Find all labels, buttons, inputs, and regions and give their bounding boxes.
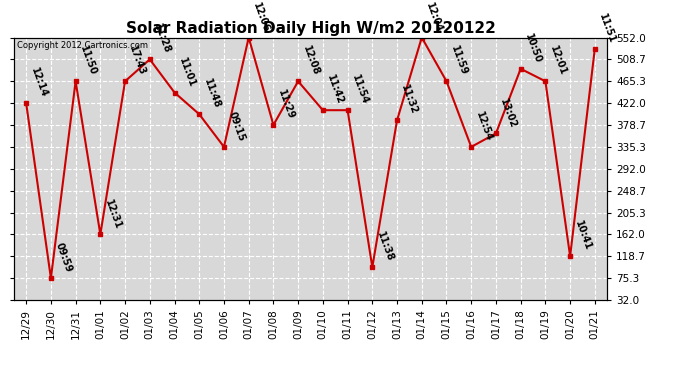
Text: 10:50: 10:50 [523,32,543,65]
Text: 12:04: 12:04 [424,1,444,33]
Text: 11:38: 11:38 [375,231,395,263]
Text: 12:31: 12:31 [103,198,123,230]
Text: 12:08: 12:08 [301,45,321,77]
Text: 11:51: 11:51 [598,12,618,45]
Text: 11:01: 11:01 [177,56,197,88]
Text: 17:43: 17:43 [128,45,148,77]
Text: 11:32: 11:32 [400,84,420,116]
Text: 11:28: 11:28 [152,22,172,56]
Text: Copyright 2012 Cartronics.com: Copyright 2012 Cartronics.com [17,42,148,51]
Text: 13:02: 13:02 [498,97,518,129]
Title: Solar Radiation Daily High W/m2 20120122: Solar Radiation Daily High W/m2 20120122 [126,21,495,36]
Text: 10:41: 10:41 [573,220,593,252]
Text: 09:59: 09:59 [53,242,73,274]
Text: 11:42: 11:42 [326,74,345,106]
Text: 11:50: 11:50 [78,45,98,77]
Text: 11:29: 11:29 [276,88,296,121]
Text: 09:15: 09:15 [226,110,246,143]
Text: 11:54: 11:54 [350,74,370,106]
Text: 12:54: 12:54 [474,110,493,143]
Text: 12:01: 12:01 [548,45,568,77]
Text: 12:06: 12:06 [251,1,271,33]
Text: 11:59: 11:59 [449,45,469,77]
Text: 11:48: 11:48 [201,78,221,110]
Text: 12:14: 12:14 [29,66,48,99]
